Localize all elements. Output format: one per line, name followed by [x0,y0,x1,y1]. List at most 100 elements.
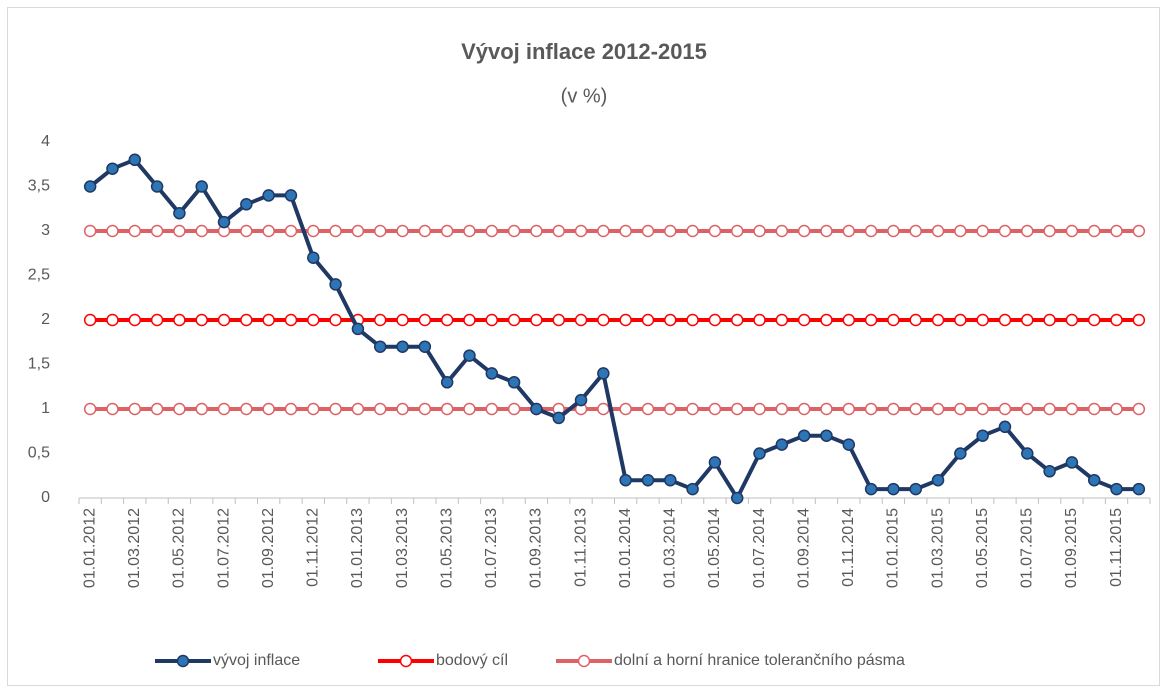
marker [485,367,499,380]
marker [887,224,900,238]
marker [954,402,967,416]
marker [797,402,811,416]
x-tick-label: 01.11.2012 [305,508,322,587]
x-tick-label: 01.01.2013 [349,508,366,588]
marker [708,456,722,469]
marker [83,180,97,193]
marker [931,473,945,487]
marker [195,224,208,238]
marker [351,322,365,336]
marker [1110,224,1123,238]
marker [842,438,856,451]
marker [552,313,565,327]
marker [1087,402,1101,416]
marker [1021,224,1034,238]
marker [1021,447,1034,460]
marker [641,402,655,416]
marker [463,402,476,416]
marker [820,402,833,416]
x-tick-label: 01.03.2014 [662,508,679,588]
marker [128,313,142,327]
legend-marker [176,654,190,668]
marker [976,429,989,442]
marker [284,189,298,202]
marker [1132,482,1146,496]
marker [284,402,298,416]
marker [797,313,811,327]
x-tick-label: 01.09.2013 [528,508,545,588]
x-tick-label: 01.09.2012 [260,508,277,588]
marker [284,313,298,327]
marker [262,402,275,416]
marker [597,224,610,238]
marker [552,411,565,425]
marker [173,206,186,220]
marker [686,313,699,327]
marker [708,224,722,238]
marker [775,313,789,327]
marker [842,313,856,327]
marker [797,224,811,238]
marker [1110,482,1123,496]
marker [150,180,164,193]
marker [1065,224,1079,238]
marker [976,313,989,327]
marker [1087,473,1101,487]
marker [485,313,499,327]
marker [463,349,476,362]
marker [998,224,1012,238]
marker [106,313,119,327]
marker [240,198,253,211]
marker [1065,456,1079,469]
y-tick-label: 0,5 [28,445,50,462]
marker [730,313,744,327]
marker [909,402,922,416]
marker [976,224,989,238]
marker [373,402,387,416]
marker [664,313,677,327]
legend-marker [577,654,591,668]
x-tick-label: 01.05.2014 [706,508,723,588]
marker [619,473,632,487]
marker [864,402,878,416]
marker [485,402,499,416]
marker [396,340,409,353]
marker [842,402,856,416]
marker [998,420,1012,434]
x-tick-label: 01.11.2015 [1108,508,1125,587]
x-tick-label: 01.01.2014 [617,508,634,588]
marker [664,224,677,238]
marker [418,313,432,327]
marker [83,224,97,238]
marker [373,224,387,238]
marker [83,313,97,327]
x-tick-label: 01.07.2012 [215,508,232,588]
marker [1043,224,1056,238]
y-tick-label: 3 [41,222,50,239]
marker [909,224,922,238]
marker [262,189,275,202]
y-tick-label: 1 [41,400,50,417]
marker [150,224,164,238]
marker [775,224,789,238]
marker [1110,313,1123,327]
marker [195,402,208,416]
marker [753,402,766,416]
marker [173,402,186,416]
marker [864,313,878,327]
marker [909,482,922,496]
marker [530,402,543,416]
y-tick-label: 2 [41,311,50,328]
marker [418,340,432,353]
marker [173,313,186,327]
marker [976,402,989,416]
marker [574,313,588,327]
chart-border [7,7,1160,686]
marker [887,313,900,327]
marker [262,224,275,238]
marker [440,224,454,238]
marker [284,224,298,238]
marker [664,473,677,487]
marker [307,251,320,264]
marker [931,402,945,416]
